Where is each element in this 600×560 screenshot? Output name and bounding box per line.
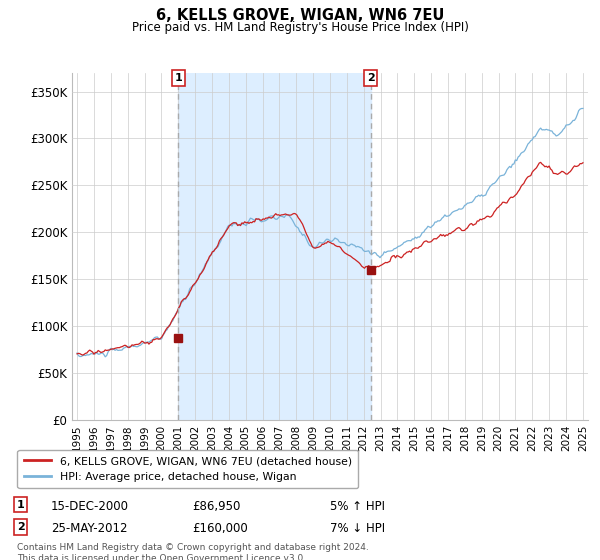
Text: 25-MAY-2012: 25-MAY-2012 — [51, 522, 128, 535]
Text: 1: 1 — [175, 73, 182, 83]
Text: 1: 1 — [17, 500, 25, 510]
Text: 7% ↓ HPI: 7% ↓ HPI — [330, 522, 385, 535]
Text: £160,000: £160,000 — [192, 522, 248, 535]
Text: 2: 2 — [367, 73, 374, 83]
Text: 2: 2 — [17, 522, 25, 532]
Text: Contains HM Land Registry data © Crown copyright and database right 2024.
This d: Contains HM Land Registry data © Crown c… — [17, 543, 368, 560]
Text: 6, KELLS GROVE, WIGAN, WN6 7EU: 6, KELLS GROVE, WIGAN, WN6 7EU — [156, 8, 444, 24]
Legend: 6, KELLS GROVE, WIGAN, WN6 7EU (detached house), HPI: Average price, detached ho: 6, KELLS GROVE, WIGAN, WN6 7EU (detached… — [17, 450, 358, 488]
Bar — [178, 73, 371, 420]
Text: Price paid vs. HM Land Registry's House Price Index (HPI): Price paid vs. HM Land Registry's House … — [131, 21, 469, 34]
Text: 15-DEC-2000: 15-DEC-2000 — [51, 500, 129, 512]
Text: £86,950: £86,950 — [192, 500, 241, 512]
Text: 5% ↑ HPI: 5% ↑ HPI — [330, 500, 385, 512]
